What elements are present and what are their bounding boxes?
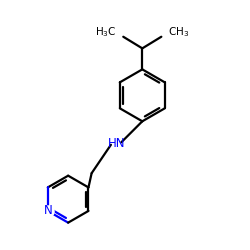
Text: CH$_3$: CH$_3$ bbox=[168, 26, 190, 39]
Text: N: N bbox=[44, 204, 52, 218]
Text: HN: HN bbox=[108, 137, 125, 150]
Text: H$_3$C: H$_3$C bbox=[95, 26, 116, 39]
